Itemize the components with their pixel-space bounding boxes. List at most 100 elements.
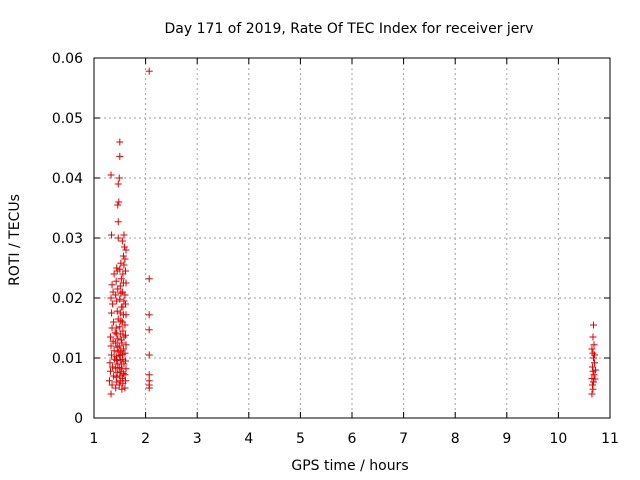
data-point	[119, 327, 127, 335]
data-point	[109, 300, 117, 308]
data-point	[113, 356, 121, 364]
data-point	[121, 357, 129, 365]
data-point	[122, 246, 130, 254]
data-point	[590, 371, 598, 379]
data-point	[589, 321, 597, 329]
data-point	[115, 198, 123, 206]
data-point	[107, 342, 115, 350]
data-point	[117, 289, 125, 297]
data-point	[114, 234, 122, 242]
x-tick-label: 2	[141, 431, 150, 447]
data-point	[109, 363, 117, 371]
data-point	[114, 201, 122, 209]
data-point	[120, 261, 128, 269]
data-point	[114, 218, 122, 226]
data-point	[112, 339, 120, 347]
data-point	[105, 377, 113, 385]
x-axis-label: GPS time / hours	[291, 458, 408, 474]
data-point	[106, 359, 114, 367]
data-point	[592, 366, 600, 374]
data-point	[113, 368, 121, 376]
data-point	[122, 311, 130, 319]
data-point	[121, 267, 129, 275]
data-point	[121, 291, 129, 299]
data-point	[120, 231, 128, 239]
data-point	[116, 309, 124, 317]
data-point	[118, 237, 126, 245]
data-point	[121, 331, 129, 339]
data-point	[110, 347, 118, 355]
data-point	[107, 294, 115, 302]
y-tick-label: 0.02	[52, 291, 83, 307]
data-point	[145, 67, 153, 75]
x-tick-label: 8	[451, 431, 460, 447]
y-tick-label: 0.01	[52, 351, 83, 367]
data-point	[112, 353, 120, 361]
data-point	[107, 171, 115, 179]
data-point	[112, 324, 120, 332]
x-tick-label: 1	[90, 431, 99, 447]
data-point	[118, 385, 126, 393]
data-point	[122, 341, 130, 349]
data-point	[116, 295, 124, 303]
data-point	[107, 390, 115, 398]
data-point	[591, 351, 599, 359]
data-point	[117, 275, 125, 283]
data-point	[121, 377, 129, 385]
data-point	[589, 378, 597, 386]
data-point	[120, 297, 128, 305]
data-point	[116, 265, 124, 273]
data-point	[145, 351, 153, 359]
x-tick-label: 5	[296, 431, 305, 447]
data-point	[120, 243, 128, 251]
data-point	[121, 384, 129, 392]
x-tick-label: 10	[549, 431, 567, 447]
data-point	[118, 339, 126, 347]
data-point	[588, 381, 596, 389]
data-point	[145, 371, 153, 379]
x-tick-label: 11	[601, 431, 619, 447]
data-point	[119, 370, 127, 378]
y-tick-label: 0.03	[52, 231, 83, 247]
data-point	[120, 360, 128, 368]
data-point	[145, 311, 153, 319]
data-point	[121, 371, 129, 379]
data-point	[588, 390, 596, 398]
data-point	[120, 333, 128, 341]
data-point	[113, 307, 121, 315]
data-point	[116, 138, 124, 146]
data-point	[590, 341, 598, 349]
y-tick-label: 0.05	[52, 111, 83, 127]
chart-title: Day 171 of 2019, Rate Of TEC Index for r…	[165, 21, 534, 37]
data-point	[108, 281, 116, 289]
data-point	[117, 259, 125, 267]
data-point	[110, 318, 118, 326]
data-point	[108, 309, 116, 317]
data-point	[112, 384, 120, 392]
y-tick-label: 0.06	[52, 51, 83, 67]
data-point	[589, 354, 597, 362]
data-point	[111, 329, 119, 337]
data-points	[105, 67, 600, 398]
x-tick-label: 9	[502, 431, 511, 447]
data-point	[121, 255, 129, 263]
data-point	[121, 300, 129, 308]
data-point	[122, 279, 130, 287]
grid	[94, 58, 610, 418]
data-point	[115, 174, 123, 182]
data-point	[108, 381, 116, 389]
x-tick-label: 4	[244, 431, 253, 447]
data-point	[116, 323, 124, 331]
data-point	[588, 345, 596, 353]
x-tick-label: 3	[193, 431, 202, 447]
y-tick-label: 0	[74, 411, 83, 427]
data-point	[121, 349, 129, 357]
data-point	[108, 231, 116, 239]
data-point	[121, 321, 129, 329]
data-point	[112, 373, 120, 381]
data-point	[113, 297, 121, 305]
data-point	[591, 375, 599, 383]
data-point	[110, 270, 118, 278]
x-tick-label: 6	[348, 431, 357, 447]
